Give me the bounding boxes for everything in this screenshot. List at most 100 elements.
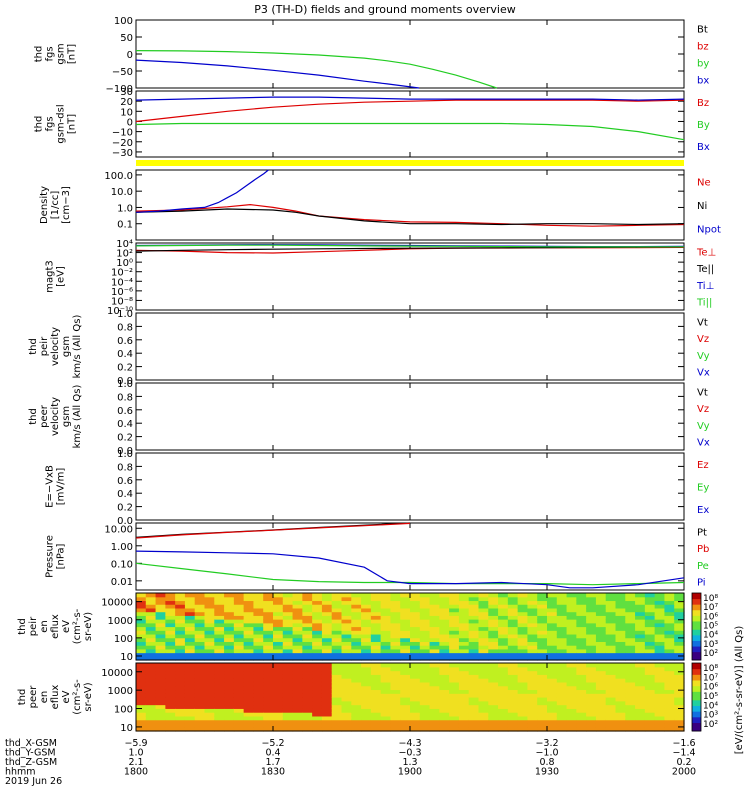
heatmap-cell: [321, 712, 333, 717]
heatmap-cell: [253, 715, 264, 721]
legend-entry: Pe: [697, 561, 709, 572]
heatmap-cell: [458, 619, 470, 624]
heatmap-cell: [615, 727, 626, 732]
heatmap-cell: [537, 615, 548, 620]
x-tick-value: 0.4: [265, 748, 280, 759]
heatmap-cell: [635, 607, 646, 613]
heatmap-cell: [595, 712, 607, 717]
series-pressure-1: [135, 522, 411, 539]
heatmap-cell: [654, 666, 666, 672]
heatmap-cell: [331, 681, 343, 687]
heatmap-cell: [361, 600, 372, 605]
heatmap-cell: [302, 656, 313, 661]
heatmap-cell: [664, 727, 675, 732]
heatmap-cell: [664, 604, 675, 609]
heatmap-cell: [410, 685, 421, 691]
heatmap-cell: [214, 693, 225, 698]
heatmap-cell: [439, 637, 450, 642]
heatmap-cell: [243, 611, 255, 616]
heatmap-cell: [488, 593, 499, 598]
heatmap-cell: [273, 630, 284, 635]
heatmap-cell: [635, 645, 646, 650]
heatmap-cell: [605, 656, 617, 661]
y-axis-label: peer: [39, 404, 50, 428]
heatmap-cell: [292, 626, 303, 631]
heatmap-cell: [390, 697, 401, 702]
heatmap-cell: [361, 727, 372, 732]
heatmap-cell: [184, 596, 196, 602]
heatmap-cell: [312, 619, 323, 624]
heatmap-cell: [507, 719, 519, 725]
heatmap-cell: [273, 697, 284, 702]
heatmap-cell: [263, 593, 274, 598]
heatmap-cell: [273, 633, 284, 639]
heatmap-cell: [595, 633, 607, 639]
heatmap-cell: [351, 670, 362, 675]
heatmap-cell: [273, 685, 284, 691]
heatmap-cell: [370, 637, 382, 642]
heatmap-cell: [547, 600, 558, 605]
heatmap-cell: [605, 622, 617, 628]
heatmap-cell: [576, 633, 587, 639]
y-tick-label: 10.0: [111, 187, 133, 198]
y-axis-label: thd: [28, 408, 39, 425]
heatmap-cell: [615, 723, 626, 728]
heatmap-cell: [527, 727, 538, 732]
heatmap-cell: [155, 615, 166, 620]
heatmap-cell: [635, 693, 646, 698]
heatmap-cell: [194, 670, 206, 675]
heatmap-cell: [458, 685, 470, 691]
heatmap-cell: [273, 723, 284, 728]
y-tick-label: −50: [112, 67, 133, 78]
heatmap-cell: [419, 663, 431, 668]
heatmap-cell: [547, 648, 558, 654]
heatmap-cell: [507, 723, 519, 728]
heatmap-cell: [566, 681, 577, 687]
heatmap-cell: [644, 619, 656, 624]
y-axis-label: gsm-dsl: [56, 104, 67, 143]
heatmap-cell: [282, 712, 294, 717]
heatmap-cell: [576, 607, 587, 613]
colorbar-segment: [692, 612, 701, 616]
heatmap-cell: [586, 656, 597, 661]
heatmap-cell: [194, 723, 206, 728]
heatmap-cell: [253, 674, 264, 679]
heatmap-cell: [410, 700, 421, 706]
legend-entry: Vx: [697, 438, 710, 449]
heatmap-cell: [644, 622, 656, 628]
heatmap-cell: [145, 666, 157, 672]
heatmap-cell: [165, 619, 176, 624]
legend-entry: By: [697, 120, 710, 131]
heatmap-cell: [233, 604, 245, 609]
heatmap-cell: [370, 615, 382, 620]
heatmap-cell: [644, 727, 656, 732]
heatmap-cell: [527, 715, 538, 721]
heatmap-cell: [361, 685, 372, 691]
heatmap-cell: [243, 604, 255, 609]
panel-frame: [135, 312, 685, 381]
heatmap-cell: [370, 723, 382, 728]
heatmap-cell: [449, 633, 460, 639]
heatmap-cell: [635, 715, 646, 721]
heatmap-cell: [194, 626, 206, 631]
heatmap-cell: [341, 674, 352, 679]
heatmap-cell: [419, 681, 431, 687]
heatmap-cell: [605, 712, 617, 717]
heatmap-cell: [507, 670, 519, 675]
heatmap-cell: [282, 652, 294, 657]
heatmap-cell: [400, 641, 411, 646]
heatmap-cell: [674, 619, 685, 624]
heatmap-cell: [341, 637, 352, 642]
heatmap-cell: [302, 633, 313, 639]
heatmap-cell: [625, 697, 636, 702]
heatmap-cell: [380, 670, 392, 675]
heatmap-cell: [380, 630, 392, 635]
heatmap-cell: [498, 652, 509, 657]
heatmap-cell: [478, 663, 489, 668]
heatmap-cell: [664, 704, 675, 709]
colorbar-segment: [692, 691, 701, 695]
heatmap-cell: [664, 697, 675, 702]
heatmap-cell: [351, 648, 362, 654]
heatmap-cell: [635, 670, 646, 675]
heatmap-cell: [214, 723, 225, 728]
